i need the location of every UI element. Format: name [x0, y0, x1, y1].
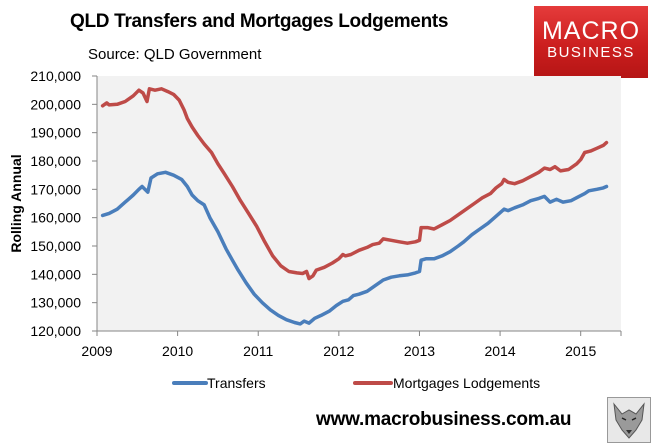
chart-title: QLD Transfers and Mortgages Lodgements — [70, 11, 449, 32]
y-tick-label: 130,000 — [30, 295, 81, 311]
y-tick-label: 150,000 — [30, 238, 81, 254]
series-line-transfers — [100, 170, 609, 326]
x-tick-label: 2012 — [323, 343, 354, 359]
y-tick-label: 120,000 — [30, 323, 81, 339]
x-tick-label: 2009 — [81, 343, 112, 359]
legend-label: Transfers — [207, 375, 266, 391]
y-tick-label: 140,000 — [30, 266, 81, 282]
y-tick-label: 190,000 — [30, 125, 81, 141]
x-tick-label: 2014 — [484, 343, 515, 359]
y-axis-label: Rolling Annual — [8, 154, 24, 252]
x-tick-label: 2013 — [404, 343, 435, 359]
logo-line-2: BUSINESS — [547, 44, 635, 61]
y-tick-label: 160,000 — [30, 210, 81, 226]
logo-line-1: MACRO — [541, 17, 641, 45]
y-tick-label: 210,000 — [30, 68, 81, 84]
x-tick-label: 2010 — [162, 343, 193, 359]
wolf-emblem-icon — [607, 397, 651, 443]
x-tick-label: 2011 — [243, 343, 273, 359]
macrobusiness-logo: MACRO BUSINESS — [534, 6, 648, 78]
y-tick-label: 180,000 — [30, 153, 81, 169]
series-line-mortgages-lodgements — [100, 87, 609, 281]
y-tick-label: 170,000 — [30, 181, 81, 197]
chart-source: Source: QLD Government — [88, 46, 262, 63]
y-axis: 120,000 130,000 140,000 150,000 160,000 170,0… — [30, 68, 98, 339]
plot-area — [97, 76, 621, 331]
footer-url: www.macrobusiness.com.au — [316, 409, 572, 430]
y-tick-label: 200,000 — [30, 96, 81, 112]
legend-label: Mortgages Lodgements — [393, 375, 540, 391]
x-tick-label: 2015 — [565, 343, 596, 359]
legend: Transfers Mortgages Lodgements — [172, 375, 540, 391]
x-axis: 2009 2010 2011 2012 2013 2014 2015 — [81, 330, 622, 359]
series-layer — [100, 87, 609, 326]
